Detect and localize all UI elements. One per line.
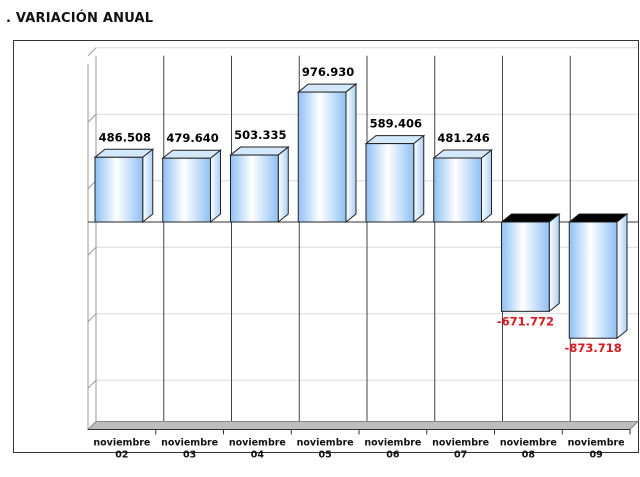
data-label: 503.335 xyxy=(234,128,286,142)
x-tick-label-year: 08 xyxy=(522,450,536,461)
bar xyxy=(501,221,550,312)
x-tick-label-year: 07 xyxy=(454,450,467,461)
bar-side xyxy=(548,212,560,313)
bar xyxy=(365,143,415,223)
bar-side xyxy=(277,146,289,224)
bar-side xyxy=(210,149,221,224)
axis-tick xyxy=(87,113,97,123)
floor xyxy=(86,421,640,430)
x-tick-label: noviembre xyxy=(500,438,557,449)
bar-side xyxy=(345,83,357,224)
bar xyxy=(568,221,618,339)
data-label: -873.718 xyxy=(565,341,622,355)
x-tick-label: noviembre xyxy=(161,438,218,449)
axis-tick xyxy=(87,246,97,256)
bar xyxy=(94,156,144,223)
x-tick-label: noviembre xyxy=(229,438,286,449)
x-tick-label-year: 02 xyxy=(115,450,128,461)
x-tick-label: noviembre xyxy=(297,438,354,449)
data-label: 479.640 xyxy=(166,131,218,145)
data-label: 976.930 xyxy=(302,65,354,79)
x-tick-label-year: 06 xyxy=(386,450,400,461)
axis-tick xyxy=(87,313,97,323)
axis-tick xyxy=(87,379,97,389)
bar-side xyxy=(481,148,492,224)
data-label: 589.406 xyxy=(370,117,422,131)
bar-side xyxy=(616,212,628,340)
bar xyxy=(230,154,279,223)
bar xyxy=(297,91,347,223)
x-tick-label-year: 09 xyxy=(590,450,603,461)
x-tick-label-year: 04 xyxy=(251,450,265,461)
data-label: -671.772 xyxy=(497,314,554,328)
x-tick-label: noviembre xyxy=(568,438,625,449)
data-label: 481.246 xyxy=(437,131,489,145)
data-label: 486.508 xyxy=(99,130,151,144)
bar-side xyxy=(142,148,154,224)
x-tick-label: noviembre xyxy=(432,438,489,449)
x-tick-label-year: 05 xyxy=(319,450,332,461)
plot-frame xyxy=(13,40,639,453)
axis-tick xyxy=(87,47,97,57)
x-tick-label-year: 03 xyxy=(183,450,196,461)
x-tick-label: noviembre xyxy=(364,438,421,449)
bar xyxy=(433,157,482,223)
bar-side xyxy=(413,134,425,224)
x-tick-label: noviembre xyxy=(93,438,150,449)
bar xyxy=(162,157,211,223)
chart-title: . VARIACIÓN ANUAL xyxy=(6,11,154,26)
